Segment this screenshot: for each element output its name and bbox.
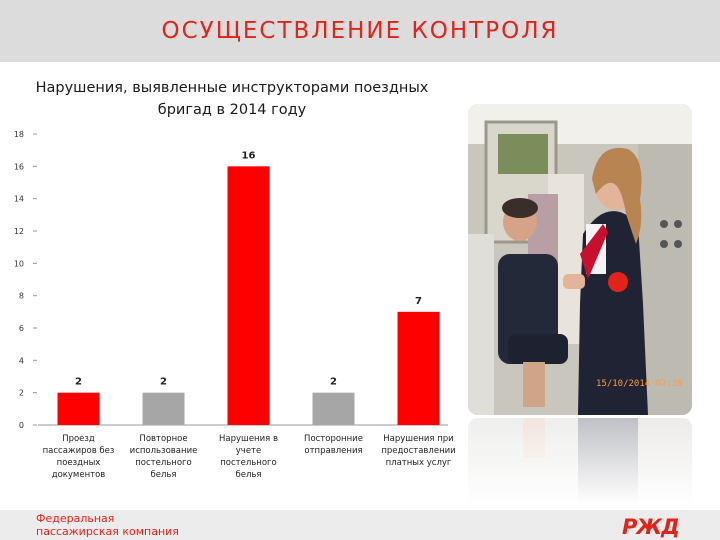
category-label: учете: [236, 446, 261, 456]
y-tick-label: 16: [14, 162, 24, 171]
header-bar: ОСУЩЕСТВЛЕНИЕ КОНТРОЛЯ: [0, 0, 720, 62]
category-label: предоставлении: [381, 446, 455, 456]
bar: [227, 166, 270, 426]
bar-chart: 0 2 4 6 8 10 12 14 16 18 2 Проезд пассажиров без поез…: [14, 130, 456, 480]
data-label: 16: [242, 150, 256, 161]
data-label: 2: [330, 377, 337, 388]
y-tick-label: 18: [14, 130, 24, 139]
y-tick-label: 0: [19, 421, 24, 430]
category-label: Посторонние: [304, 434, 363, 444]
category-label: документов: [52, 470, 106, 480]
y-tick-label: 10: [14, 259, 24, 268]
bar: [397, 311, 440, 425]
data-label: 2: [160, 377, 167, 388]
category-label: Нарушения в: [219, 434, 278, 444]
y-tick-label: 4: [19, 356, 24, 365]
category-label: поездных: [57, 458, 101, 468]
category-label: использование: [130, 446, 198, 456]
category-label: постельного: [135, 458, 191, 468]
footer-bar: [0, 510, 720, 540]
category-label: пассажиров без: [43, 446, 115, 456]
y-tick-label: 8: [19, 292, 24, 301]
data-label: 7: [415, 296, 422, 307]
y-tick-label: 2: [19, 389, 24, 398]
company-name: Федеральная пассажирская компания: [36, 512, 179, 538]
category-label: белья: [150, 470, 176, 480]
photo-timestamp: 15/10/2014 02:28: [596, 379, 683, 389]
y-tick-label: 12: [14, 227, 24, 236]
company-name-line2: пассажирская компания: [36, 525, 179, 538]
bar: [312, 392, 355, 425]
category-label: постельного: [220, 458, 276, 468]
category-label: отправления: [304, 446, 362, 456]
data-label: 2: [75, 377, 82, 388]
chart-title: Нарушения, выявленные инструкторами поез…: [35, 80, 429, 118]
staff-photo: 15/10/2014 02:28: [468, 104, 692, 415]
bar: [57, 392, 100, 425]
y-tick-label: 14: [14, 195, 24, 204]
company-name-line1: Федеральная: [36, 512, 115, 525]
reflection-fade: [468, 418, 692, 508]
slide-title: ОСУЩЕСТВЛЕНИЕ КОНТРОЛЯ: [161, 18, 559, 44]
y-tick-label: 6: [19, 324, 24, 333]
category-label: Повторное: [139, 434, 187, 444]
bar: [142, 392, 185, 425]
category-label: белья: [235, 470, 261, 480]
category-label: Проезд: [62, 434, 95, 444]
rzd-logo-icon: РЖД: [622, 515, 680, 539]
photo-reflection: [468, 418, 692, 508]
category-label: Нарушения при: [383, 434, 453, 444]
rzd-logo-text: РЖД: [622, 515, 679, 539]
category-label: платных услуг: [386, 458, 452, 468]
